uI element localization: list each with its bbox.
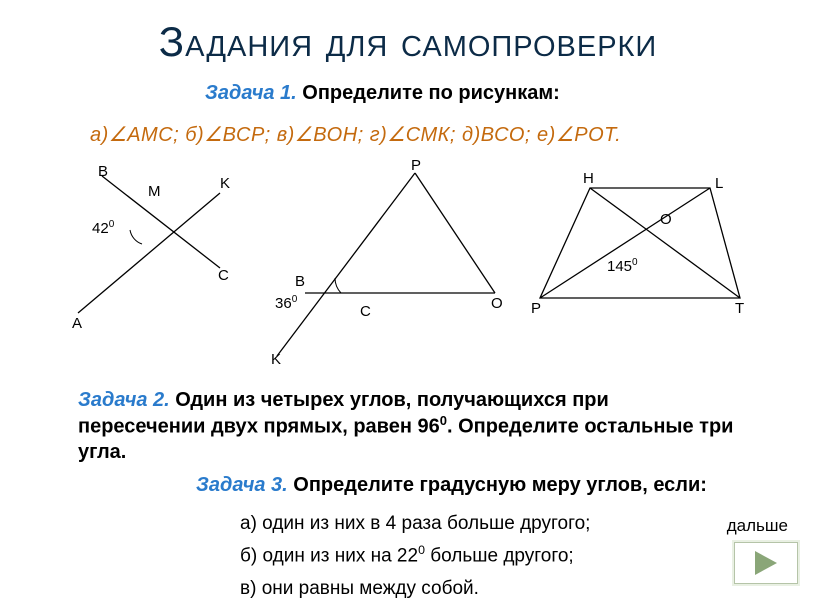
d1-A: A (72, 315, 82, 332)
next-button[interactable] (734, 542, 798, 584)
diagram-2: P B C O K 360 (271, 158, 503, 368)
formula-b: б)∠ВСР; (185, 124, 270, 146)
d2-O: O (491, 295, 503, 312)
task3-heading: Задача 3. Определите градусную меру угло… (196, 474, 707, 497)
diagrams-svg: B M K C A 420 P B C O K 360 (70, 158, 750, 368)
page-title: Задания для самопроверки (0, 18, 816, 66)
task3-label: Задача 3. (196, 474, 288, 496)
formula-e: е)∠РОТ. (537, 124, 621, 146)
d2-C: C (360, 303, 371, 320)
d1-M: M (148, 183, 161, 200)
formula-a: а)∠АМС; (90, 124, 179, 146)
d2-B: B (295, 273, 305, 290)
d3-T: T (735, 300, 744, 317)
task3-item-a: а) один из них в 4 раза больше другого; (240, 508, 590, 540)
formula-d: д)ВСО; (462, 124, 531, 146)
task3-b-deg: 0 (418, 543, 425, 557)
title-text: Задания для самопроверки (159, 18, 658, 65)
d1-K: K (220, 175, 230, 192)
d3-H: H (583, 170, 594, 187)
task3-text: Определите градусную меру углов, если: (293, 474, 707, 496)
d3-O: O (660, 211, 672, 228)
d3-angle: 1450 (607, 257, 638, 275)
diagram-3: H L O P T 1450 (531, 170, 744, 317)
task1-heading: Задача 1. Определите по рисункам: (205, 82, 560, 105)
play-icon (755, 551, 777, 575)
task2-deg: 0 (440, 413, 447, 428)
task3-item-b: б) один из них на 220 больше другого; (240, 540, 590, 573)
d1-C: C (218, 267, 229, 284)
diagram-row: B M K C A 420 P B C O K 360 (70, 158, 750, 358)
next-label: дальше (727, 516, 788, 536)
diagram-1: B M K C A 420 (72, 163, 230, 332)
d2-angle: 360 (275, 294, 298, 312)
formula-line: а)∠АМС; б)∠ВСР; в)∠ВОН; г)∠СМК; д)ВСО; е… (90, 122, 621, 147)
d1-B: B (98, 163, 108, 180)
task3-b-pre: б) один из них на 22 (240, 546, 418, 567)
d2-P: P (411, 158, 421, 174)
task3-item-v: в) они равны между собой. (240, 573, 590, 605)
task1-text: Определите по рисункам: (302, 82, 560, 104)
task1-label: Задача 1. (205, 82, 297, 104)
d2-K: K (271, 351, 281, 368)
formula-v: в)∠ВОН; (277, 124, 364, 146)
d1-angle: 420 (92, 219, 115, 237)
task3-items: а) один из них в 4 раза больше другого; … (240, 508, 590, 605)
task2-label: Задача 2. (78, 389, 170, 411)
task3-b-post: больше другого; (425, 546, 574, 567)
formula-g: г)∠СМК; (370, 124, 456, 146)
task2-block: Задача 2. Один из четырех углов, получаю… (78, 388, 738, 465)
d3-L: L (715, 175, 723, 192)
d3-P: P (531, 300, 541, 317)
